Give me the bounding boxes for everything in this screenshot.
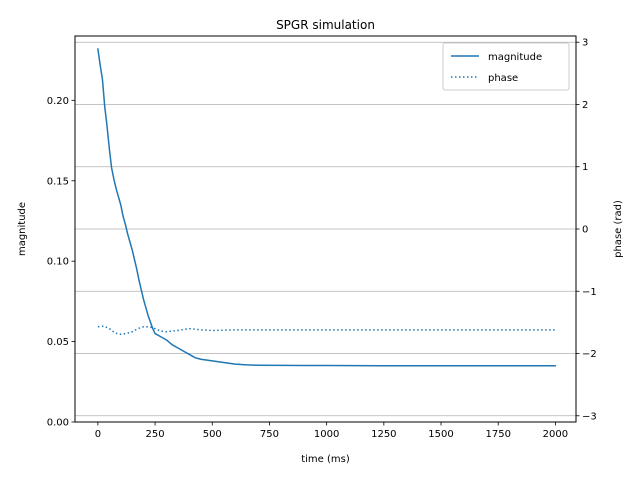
chart-title: SPGR simulation (276, 18, 375, 32)
y2-tick-label: 1 (582, 162, 588, 173)
x-tick-label: 1250 (371, 429, 396, 440)
series-layer (97, 48, 557, 367)
y-axis-label: magnitude (17, 202, 28, 256)
x-tick-label: 750 (260, 429, 279, 440)
y-axis-right: −3 −2 −1 0 1 2 3 (576, 38, 597, 422)
legend-label-magnitude: magnitude (488, 52, 542, 63)
x-tick-label: 1750 (485, 429, 510, 440)
series-line-phase (97, 325, 556, 335)
x-tick-label: 0 (95, 429, 101, 440)
y-axis-left: 0.00 0.05 0.10 0.15 0.20 (47, 96, 75, 429)
y2-axis-label: phase (rad) (613, 200, 624, 258)
legend: magnitude phase (442, 42, 570, 91)
legend-box (442, 42, 570, 91)
x-tick-label: 250 (146, 429, 165, 440)
x-axis: 0 250 500 750 1000 1250 1500 1750 2000 (95, 422, 568, 440)
x-tick-label: 1500 (428, 429, 453, 440)
y-tick-label: 0.10 (47, 257, 69, 268)
x-axis-label: time (ms) (301, 454, 350, 465)
y2-tick-label: −1 (582, 287, 597, 298)
series-line-magnitude (97, 48, 557, 367)
y-tick-label: 0.00 (47, 418, 69, 429)
y2-tick-label: 3 (582, 38, 588, 49)
y2-tick-label: −3 (582, 411, 597, 422)
grid-layer (75, 41, 576, 417)
x-tick-label: 1000 (314, 429, 339, 440)
legend-label-phase: phase (488, 73, 518, 84)
y-tick-label: 0.15 (47, 176, 69, 187)
y2-tick-label: 0 (582, 225, 588, 236)
x-tick-label: 500 (203, 429, 222, 440)
y-tick-label: 0.20 (47, 96, 69, 107)
y2-tick-label: −2 (582, 349, 597, 360)
y-tick-label: 0.05 (47, 337, 69, 348)
y2-tick-label: 2 (582, 100, 588, 111)
x-tick-label: 2000 (543, 429, 568, 440)
